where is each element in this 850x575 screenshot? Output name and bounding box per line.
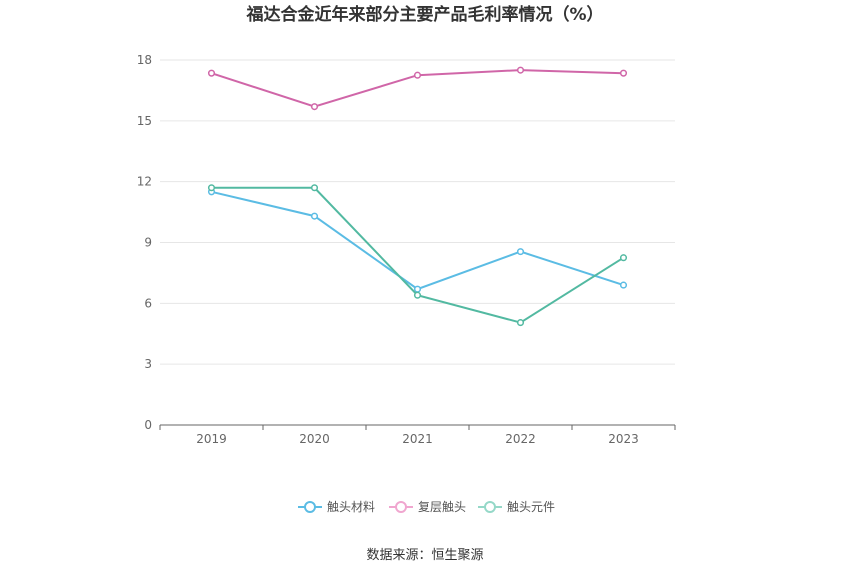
data-point[interactable] bbox=[516, 66, 525, 74]
legend-item-0[interactable]: 触头材料 bbox=[298, 500, 375, 514]
data-point[interactable] bbox=[516, 319, 525, 327]
gridlines bbox=[160, 59, 675, 365]
data-point[interactable] bbox=[413, 71, 422, 79]
legend-item-1[interactable]: 复层触头 bbox=[389, 500, 466, 514]
x-tick-label: 2022 bbox=[505, 432, 536, 446]
data-point[interactable] bbox=[413, 291, 422, 299]
y-tick-label: 0 bbox=[144, 418, 152, 432]
series-lines bbox=[207, 66, 628, 327]
series-line-0 bbox=[211, 190, 624, 291]
x-tick-label: 2021 bbox=[402, 432, 433, 446]
data-point[interactable] bbox=[310, 184, 319, 192]
legend-label: 触头元件 bbox=[507, 500, 555, 514]
x-tick-label: 2019 bbox=[196, 432, 227, 446]
y-tick-label: 3 bbox=[144, 357, 152, 371]
data-point[interactable] bbox=[619, 281, 628, 289]
data-point[interactable] bbox=[516, 248, 525, 256]
data-point[interactable] bbox=[310, 103, 319, 111]
legend-marker bbox=[484, 501, 496, 513]
y-tick-label: 9 bbox=[144, 236, 152, 250]
legend-item-2[interactable]: 触头元件 bbox=[478, 500, 555, 514]
legend-marker bbox=[395, 501, 407, 513]
y-tick-label: 18 bbox=[137, 53, 152, 67]
data-point[interactable] bbox=[207, 69, 216, 77]
source-note: 数据来源：恒生聚源 bbox=[366, 548, 483, 563]
data-point[interactable] bbox=[207, 184, 216, 192]
data-point[interactable] bbox=[413, 285, 422, 293]
x-tick-label: 2020 bbox=[299, 432, 330, 446]
axes: 0 3 6 9 12 15 18 2019 2020 2021 2022 2023 bbox=[137, 53, 676, 446]
data-point[interactable] bbox=[619, 69, 628, 77]
x-tick-label: 2023 bbox=[608, 432, 639, 446]
y-tick-label: 15 bbox=[137, 114, 152, 128]
data-point[interactable] bbox=[619, 254, 628, 262]
legend-label: 触头材料 bbox=[327, 500, 375, 514]
y-tick-label: 12 bbox=[137, 175, 152, 189]
legend-marker bbox=[304, 501, 316, 513]
data-point[interactable] bbox=[310, 212, 319, 220]
y-tick-label: 6 bbox=[144, 296, 152, 310]
legend[interactable]: 触头材料 复层触头 触头元件 bbox=[298, 500, 555, 514]
chart-title: 福达合金近年来部分主要产品毛利率情况（%） bbox=[245, 4, 603, 25]
series-line-2 bbox=[211, 186, 625, 324]
legend-label: 复层触头 bbox=[418, 500, 466, 514]
